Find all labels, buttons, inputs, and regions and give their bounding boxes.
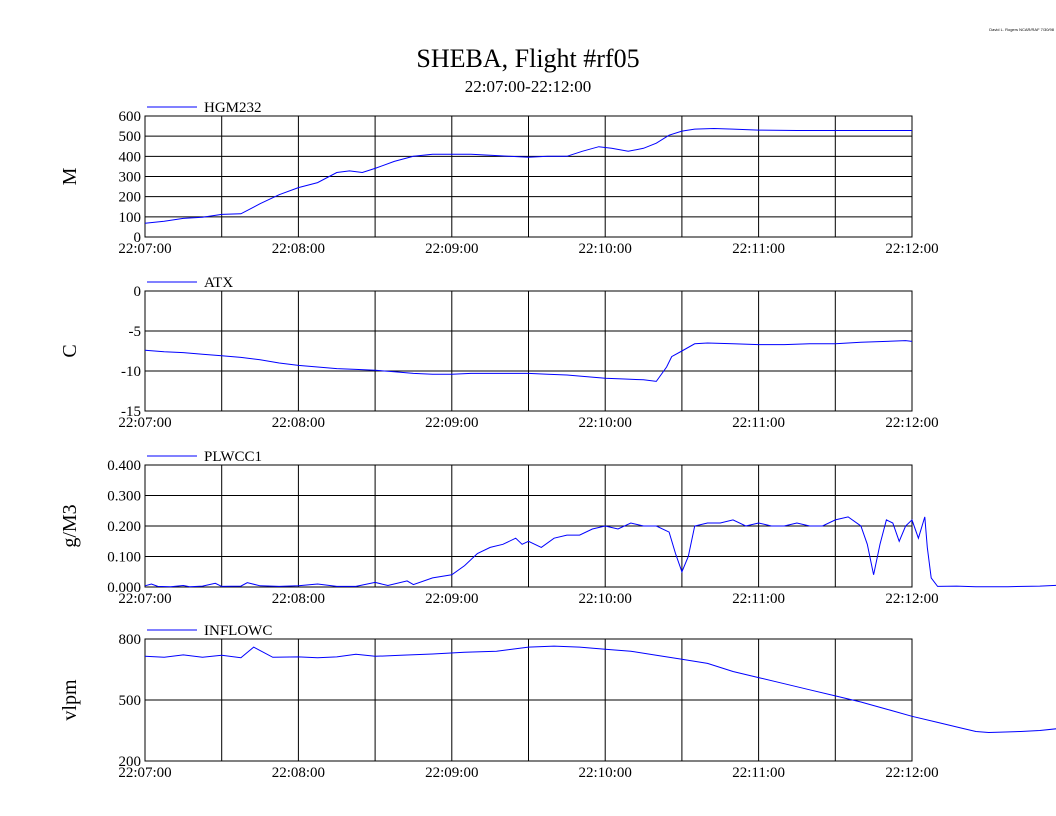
x-tick-label: 22:11:00 bbox=[732, 765, 785, 781]
panel-plwcc1: 0.000 0.100 0.200 0.300 0.400 22:07:00 22:08:0… bbox=[59, 449, 1056, 607]
y-tick-label: 400 bbox=[119, 149, 142, 165]
y-axis-label: g/M3 bbox=[59, 504, 81, 547]
y-tick-label: 0.100 bbox=[107, 550, 141, 566]
x-tick-label: 22:12:00 bbox=[885, 765, 938, 781]
y-tick-label: 200 bbox=[119, 190, 142, 206]
y-tick-label: 500 bbox=[119, 129, 142, 145]
y-tick-label: 100 bbox=[119, 210, 142, 226]
x-tick-label: 22:11:00 bbox=[732, 241, 785, 257]
y-tick-label: 600 bbox=[119, 109, 142, 125]
y-tick-label: 0.200 bbox=[107, 519, 141, 535]
legend-entry: ATX bbox=[204, 275, 233, 291]
series-line-hgm232 bbox=[144, 127, 912, 224]
x-tick-label: 22:11:00 bbox=[732, 415, 785, 431]
legend-entry: PLWCC1 bbox=[204, 449, 262, 465]
y-tick-label: 200 bbox=[119, 754, 142, 770]
y-tick-label: 500 bbox=[119, 693, 142, 709]
y-tick-label: -10 bbox=[121, 364, 141, 380]
x-tick-label: 22:09:00 bbox=[425, 415, 478, 431]
y-axis-label: C bbox=[59, 344, 81, 357]
series-line-plwcc1 bbox=[144, 516, 1056, 588]
panel-atx: -15 -10 -5 0 22:07:00 22:08:00 22:09:00 22:10:0… bbox=[59, 275, 939, 431]
x-tick-label: 22:10:00 bbox=[579, 415, 632, 431]
series-line-atx bbox=[144, 340, 913, 382]
y-tick-label: 0.400 bbox=[107, 458, 141, 474]
x-tick-label: 22:12:00 bbox=[885, 241, 938, 257]
y-tick-label: 0 bbox=[134, 230, 142, 246]
x-tick-label: 22:11:00 bbox=[732, 591, 785, 607]
x-tick-label: 22:09:00 bbox=[425, 591, 478, 607]
x-tick-label: 22:07:00 bbox=[118, 765, 171, 781]
x-tick-label: 22:07:00 bbox=[118, 591, 171, 607]
x-tick-label: 22:08:00 bbox=[272, 765, 325, 781]
y-tick-label: 0.300 bbox=[107, 489, 141, 505]
panel-inflowc: 200 500 800 22:07:00 22:08:00 22:09:00 22:10:0… bbox=[59, 623, 1056, 781]
x-tick-label: 22:09:00 bbox=[425, 765, 478, 781]
panel-hgm232: 0 100 200 300 400 500 600 22:07:00 22:08:00 22:09… bbox=[59, 100, 939, 257]
y-tick-label: -5 bbox=[129, 324, 142, 340]
x-tick-label: 22:08:00 bbox=[272, 241, 325, 257]
y-tick-label: 0.000 bbox=[107, 580, 141, 596]
x-tick-label: 22:08:00 bbox=[272, 591, 325, 607]
y-axis-label: M bbox=[59, 167, 81, 185]
x-tick-label: 22:12:00 bbox=[885, 591, 938, 607]
corner-credit-note: David L. Rogers NCAR/RAF 7/30/98 bbox=[989, 27, 1054, 32]
x-tick-label: 22:07:00 bbox=[118, 415, 171, 431]
x-tick-label: 22:10:00 bbox=[579, 765, 632, 781]
chart-panels: 0 100 200 300 400 500 600 22:07:00 22:08:00 22:09… bbox=[59, 100, 1056, 781]
y-tick-label: 300 bbox=[119, 170, 142, 186]
series-line-inflowc bbox=[144, 645, 1056, 734]
legend-entry: INFLOWC bbox=[204, 623, 272, 639]
legend-entry: HGM232 bbox=[204, 100, 262, 116]
x-tick-label: 22:10:00 bbox=[579, 241, 632, 257]
y-tick-label: 0 bbox=[134, 284, 142, 300]
x-tick-label: 22:12:00 bbox=[885, 415, 938, 431]
x-tick-label: 22:07:00 bbox=[118, 241, 171, 257]
y-tick-label: 800 bbox=[119, 632, 142, 648]
chart-title: SHEBA, Flight #rf05 bbox=[416, 44, 639, 73]
x-tick-label: 22:08:00 bbox=[272, 415, 325, 431]
y-tick-label: -15 bbox=[121, 404, 141, 420]
y-axis-label: vlpm bbox=[59, 679, 81, 721]
x-tick-label: 22:09:00 bbox=[425, 241, 478, 257]
x-tick-label: 22:10:00 bbox=[579, 591, 632, 607]
chart-subtitle: 22:07:00-22:12:00 bbox=[465, 77, 592, 96]
